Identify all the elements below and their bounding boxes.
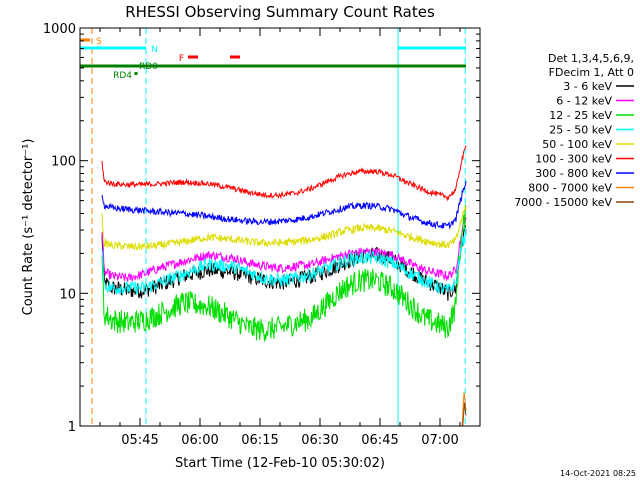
legend-label-12-25-kev: 12 - 25 keV	[549, 109, 612, 122]
series-line-50-100-kev	[101, 206, 467, 252]
series-line-300-800-kev	[101, 180, 467, 230]
timestamp: 14-Oct-2021 08:25	[560, 469, 636, 478]
annotation-label-s: S	[96, 37, 102, 47]
annotation-mark-rd4	[134, 72, 138, 75]
x-axis-label: Start Time (12-Feb-10 05:30:02)	[175, 456, 385, 471]
series-line-6-12-kev	[101, 217, 467, 282]
x-tick-label: 05:45	[121, 433, 158, 448]
series-line-7000-15000-kev	[462, 402, 467, 427]
series-line-100-300-kev	[101, 145, 467, 202]
annotation-label-n: N	[151, 45, 158, 55]
annotation-label-f: F	[179, 54, 184, 64]
annotation-label-rd0: RD0	[139, 62, 158, 72]
series-line-800-7000-kev	[461, 392, 467, 427]
y-axis-label: Count Rate (s⁻¹ detector⁻¹)	[21, 139, 36, 316]
y-tick-label: 1000	[43, 22, 76, 37]
legend-label-7000-15000-kev: 7000 - 15000 keV	[514, 196, 612, 209]
x-tick-label: 06:45	[361, 433, 398, 448]
axes: 1 10 100 1000 05:45 06:00 06:15 06:30 06:45 07:00	[43, 22, 481, 448]
legend-label-3-6-kev: 3 - 6 keV	[563, 80, 612, 93]
data-series	[101, 145, 467, 427]
legend-label-100-300-kev: 100 - 300 keV	[535, 153, 612, 166]
series-line-25-50-kev	[101, 227, 467, 296]
annotation-label-rd4: RD4	[113, 71, 132, 81]
y-tick-label: 10	[59, 287, 76, 302]
series-line-12-25-kev	[101, 204, 467, 342]
chart-title: RHESSI Observing Summary Count Rates	[125, 3, 435, 21]
legend-label-50-100-kev: 50 - 100 keV	[542, 138, 612, 151]
legend-label-25-50-kev: 25 - 50 keV	[549, 124, 612, 137]
y-tick-label: 1	[68, 420, 76, 435]
legend-header-line: Det 1,3,4,5,6,9,	[548, 52, 634, 65]
x-tick-label: 06:15	[241, 433, 278, 448]
instrument-state-annotations: S N F RD0 RD4	[80, 28, 466, 426]
legend-label-300-800-kev: 300 - 800 keV	[535, 167, 612, 180]
y-tick-label: 100	[51, 155, 76, 170]
x-tick-label: 07:00	[421, 433, 458, 448]
x-tick-label: 06:30	[301, 433, 338, 448]
legend-label-6-12-kev: 6 - 12 keV	[556, 95, 612, 108]
x-tick-label: 06:00	[181, 433, 218, 448]
legend: Det 1,3,4,5,6,9,FDecim 1, Att 03 - 6 keV…	[514, 52, 634, 209]
legend-header-line: FDecim 1, Att 0	[549, 66, 634, 79]
legend-label-800-7000-kev: 800 - 7000 keV	[528, 182, 612, 195]
